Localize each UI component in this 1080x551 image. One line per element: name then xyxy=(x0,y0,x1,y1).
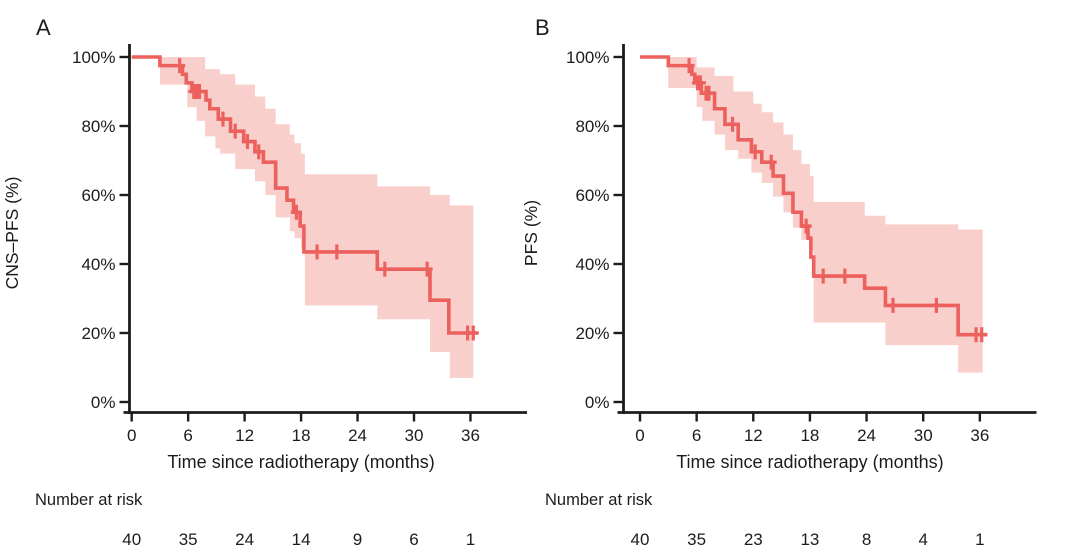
x-tick-label: 0 xyxy=(635,426,644,445)
x-tick-label: 6 xyxy=(183,426,192,445)
x-tick-label: 6 xyxy=(692,426,701,445)
x-tick-label: 30 xyxy=(914,426,933,445)
x-tick-label: 12 xyxy=(235,426,254,445)
y-tick-label: 0% xyxy=(585,393,610,412)
confidence-band xyxy=(668,57,983,373)
number-at-risk-count: 35 xyxy=(179,530,198,549)
number-at-risk-label: Number at risk xyxy=(35,491,143,509)
x-axis-title: Time since radiotherapy (months) xyxy=(167,452,434,472)
number-at-risk-count: 8 xyxy=(862,530,871,549)
number-at-risk-count: 1 xyxy=(466,530,475,549)
x-tick-label: 12 xyxy=(744,426,763,445)
y-tick-label: 40% xyxy=(81,255,115,274)
km-panel-a: 100% 80% 60% 40% 20% 0% 0 6 12 18 24 30 36 Time since… xyxy=(2,15,527,549)
y-tick-label: 20% xyxy=(575,324,609,343)
number-at-risk-count: 24 xyxy=(235,530,254,549)
number-at-risk-count: 40 xyxy=(122,530,141,549)
x-tick-label: 18 xyxy=(800,426,819,445)
y-tick-label: 80% xyxy=(81,117,115,136)
number-at-risk-count: 9 xyxy=(353,530,362,549)
number-at-risk-count: 6 xyxy=(409,530,418,549)
number-at-risk-count: 35 xyxy=(687,530,706,549)
y-tick-label: 80% xyxy=(575,117,609,136)
x-tick-label: 30 xyxy=(405,426,424,445)
y-tick-label: 40% xyxy=(575,255,609,274)
y-tick-label: 60% xyxy=(575,186,609,205)
number-at-risk-count: 13 xyxy=(800,530,819,549)
number-at-risk-count: 23 xyxy=(744,530,763,549)
number-at-risk-count: 40 xyxy=(631,530,650,549)
x-tick-label: 18 xyxy=(292,426,311,445)
x-axis-title: Time since radiotherapy (months) xyxy=(676,452,943,472)
x-tick-label: 0 xyxy=(127,426,136,445)
x-tick-label: 24 xyxy=(348,426,367,445)
y-tick-label: 100% xyxy=(566,48,609,67)
y-tick-label: 60% xyxy=(81,186,115,205)
confidence-band xyxy=(159,57,474,378)
number-at-risk-count: 1 xyxy=(975,530,984,549)
panel-label: B xyxy=(535,15,550,40)
panel-label: A xyxy=(36,15,51,40)
number-at-risk-label: Number at risk xyxy=(545,491,653,509)
number-at-risk-count: 4 xyxy=(918,530,927,549)
y-tick-label: 0% xyxy=(91,393,116,412)
number-at-risk-count: 14 xyxy=(292,530,311,549)
x-tick-label: 24 xyxy=(857,426,876,445)
y-axis-title: PFS (%) xyxy=(521,200,541,266)
x-tick-label: 36 xyxy=(461,426,480,445)
y-tick-label: 20% xyxy=(81,324,115,343)
y-axis-title: CNS–PFS (%) xyxy=(2,177,22,290)
y-tick-label: 100% xyxy=(72,48,115,67)
x-tick-label: 36 xyxy=(970,426,989,445)
